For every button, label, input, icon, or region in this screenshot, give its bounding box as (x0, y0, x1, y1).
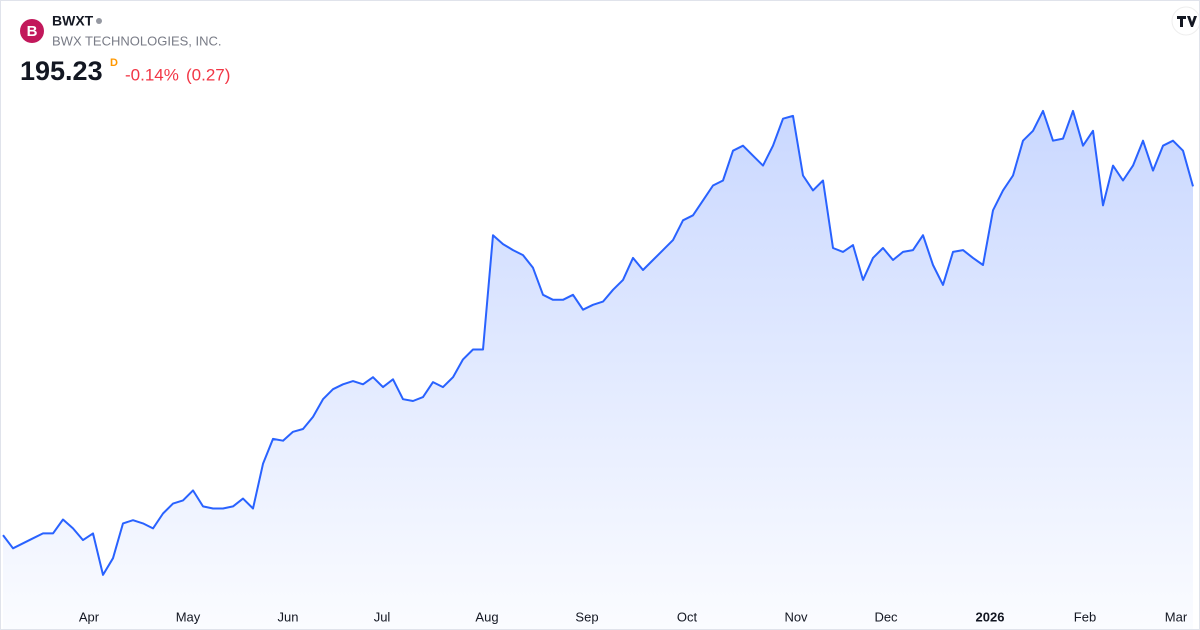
x-tick-label: Dec (874, 609, 898, 624)
area (3, 110, 1193, 629)
x-tick-label: Jun (278, 609, 299, 624)
tv-badge (1171, 6, 1199, 36)
company: BWX TECHNOLOGIES, INC. (52, 33, 222, 48)
x-tick-label: Oct (677, 609, 698, 624)
interval: D (110, 57, 118, 69)
logo-letter: B (27, 23, 38, 40)
symbol: BWXT (52, 13, 94, 29)
logo (20, 19, 44, 43)
change-abs: (0.27) (186, 65, 230, 84)
line (2, 109, 1194, 576)
x-tick-label: Nov (784, 609, 808, 624)
x-tick-label: Jul (374, 609, 391, 624)
change-pct: -0.14% (125, 65, 179, 84)
x-tick-label: Aug (475, 609, 498, 624)
x-tick-label: Apr (79, 609, 100, 624)
x-tick-label: Sep (575, 609, 598, 624)
tv-logo (1177, 16, 1197, 27)
x-tick-label: 2026 (976, 609, 1005, 624)
status-dot (96, 18, 102, 24)
price: 195.23 (20, 56, 103, 86)
x-tick-label: Feb (1074, 609, 1096, 624)
x-tick-label: May (176, 609, 201, 624)
x-tick-label: Mar (1165, 609, 1188, 624)
